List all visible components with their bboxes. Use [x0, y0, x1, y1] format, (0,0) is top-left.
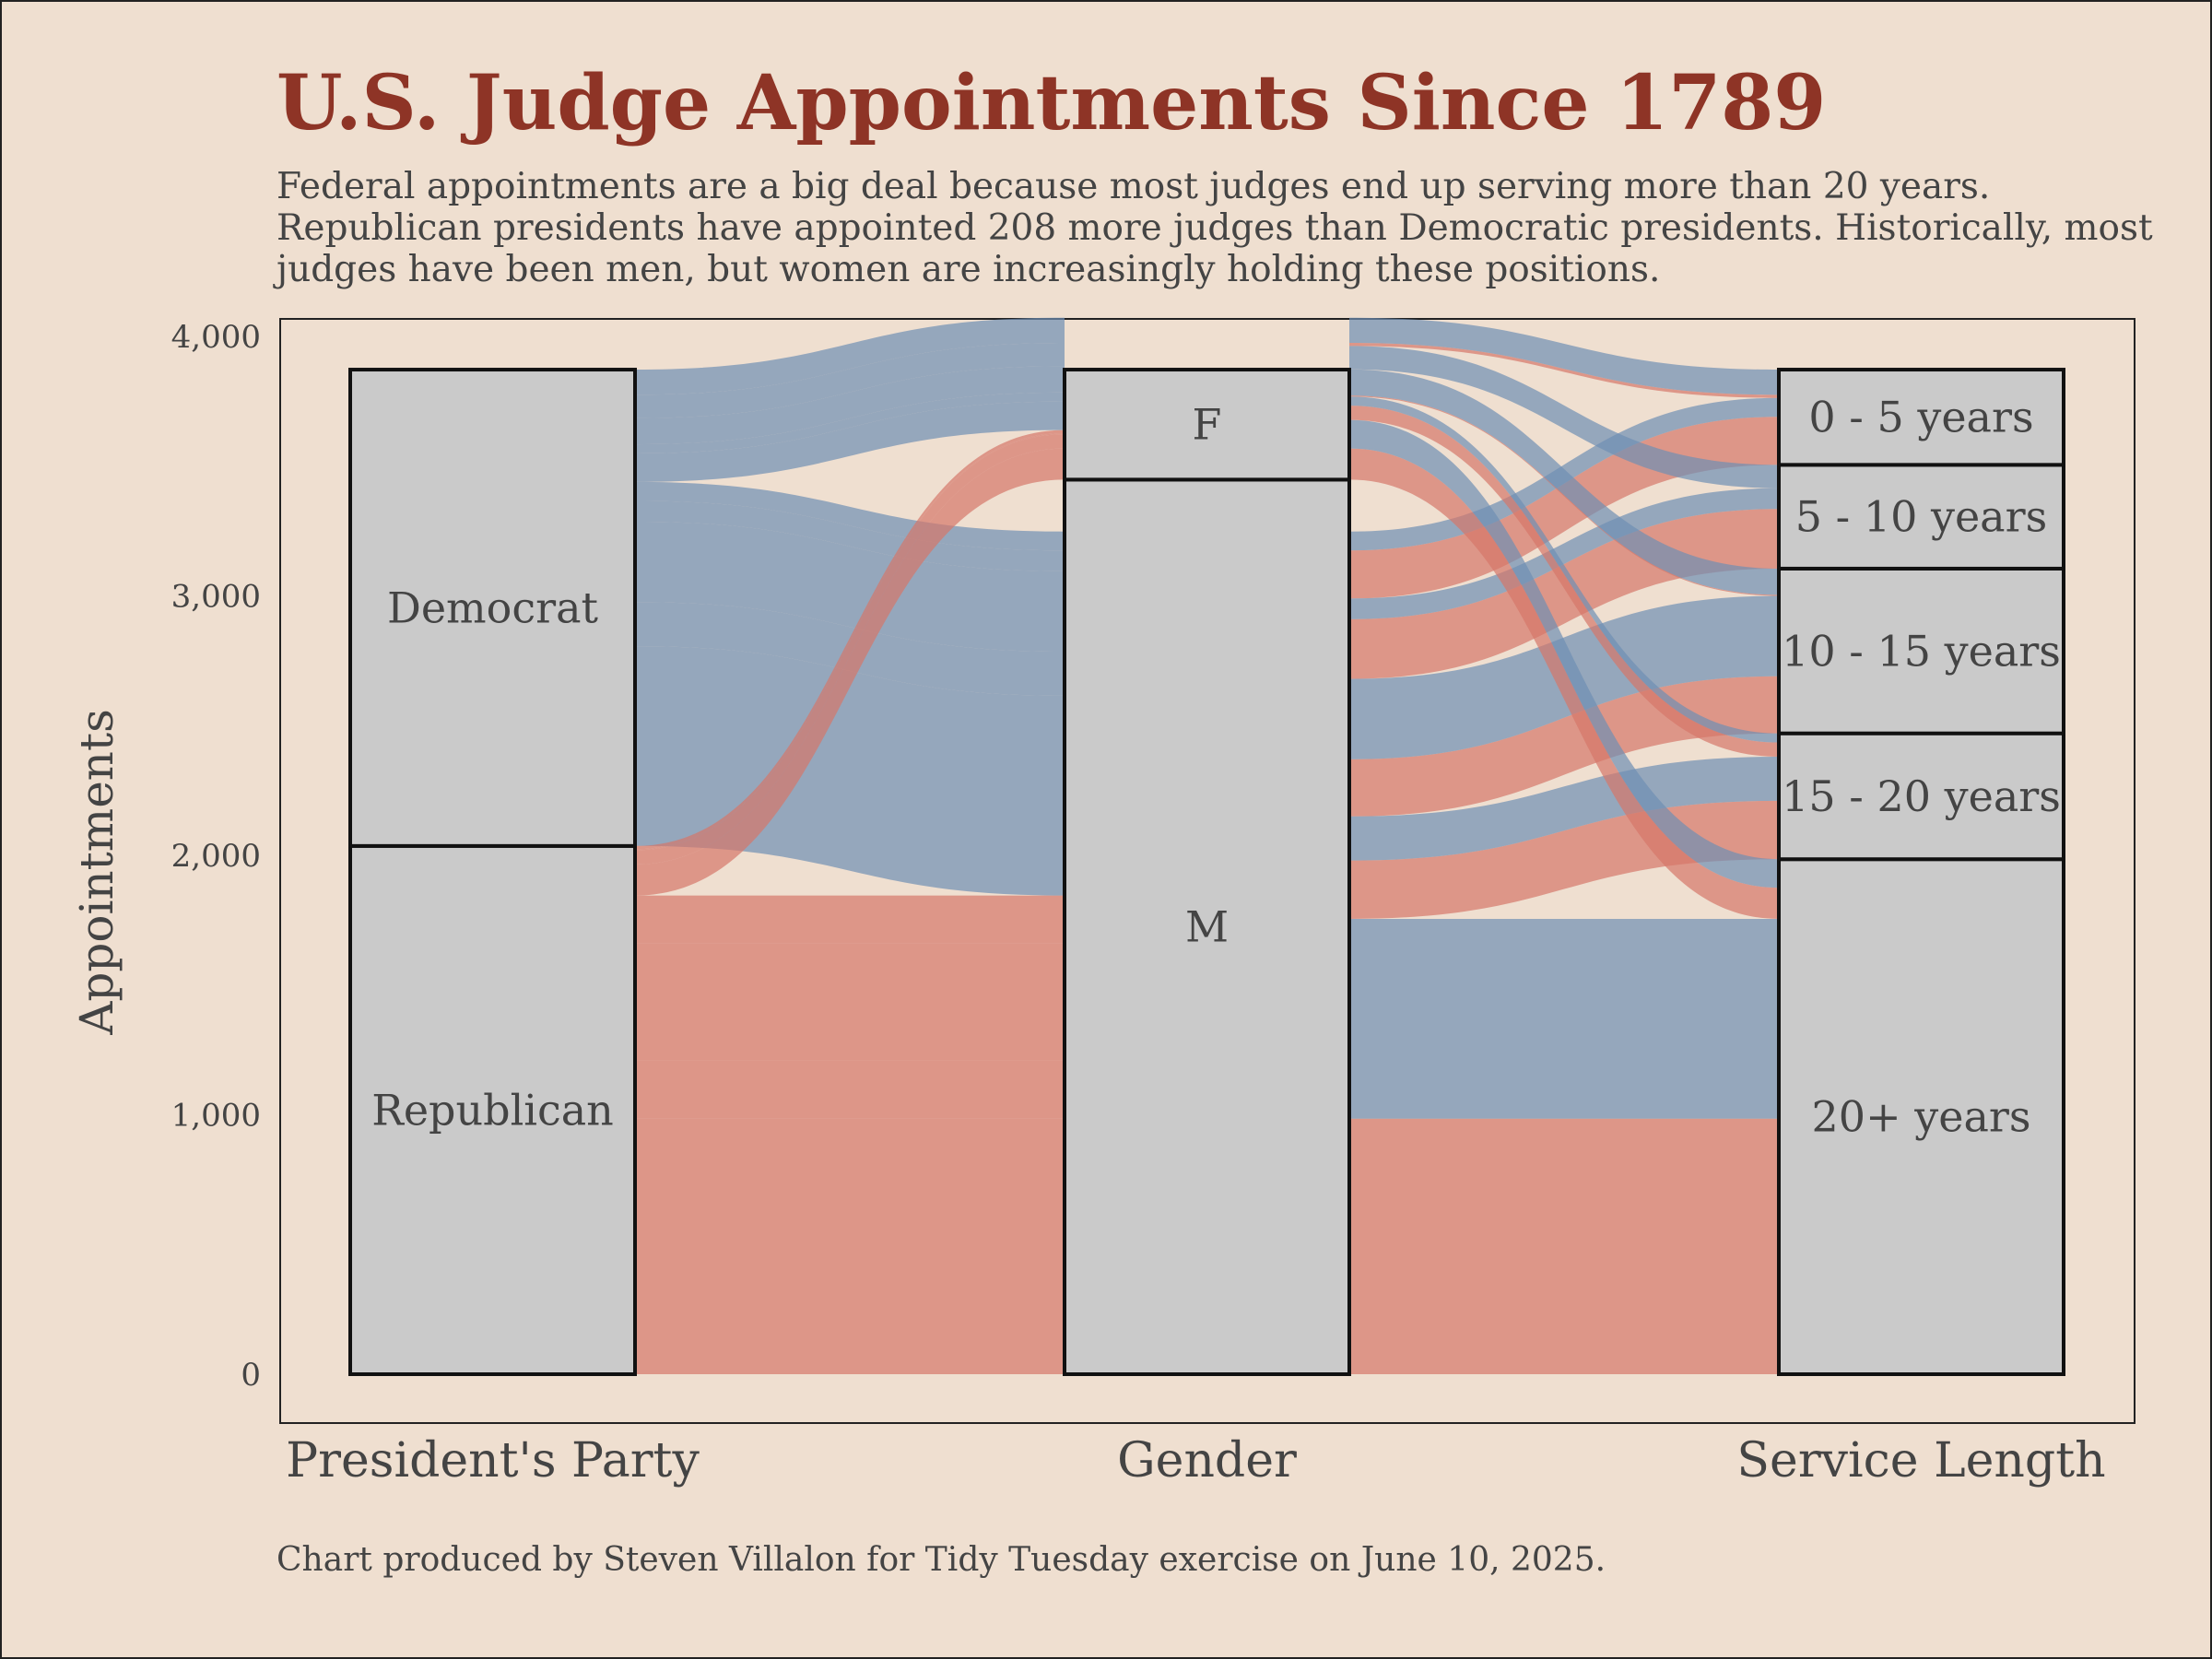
- flow-ribbon: [635, 448, 1065, 896]
- stratum-label: 5 - 10 years: [1795, 492, 2047, 542]
- flow-ribbon: [635, 521, 1065, 653]
- flow-ribbon: [1349, 406, 1779, 758]
- stratum-label: Democrat: [387, 582, 599, 632]
- flow-ribbon: [635, 366, 1065, 445]
- stratum-box: [1777, 566, 2065, 735]
- flow-ribbon: [1349, 1118, 1779, 1374]
- flow-ribbon: [635, 429, 1065, 850]
- stratum-box: [1777, 857, 2065, 1376]
- flow-ribbon: [1349, 419, 1779, 888]
- flow-ribbon: [1349, 369, 1779, 595]
- flow-ribbon: [1349, 346, 1779, 488]
- flow-ribbon: [635, 432, 1065, 851]
- flow-ribbon: [1349, 448, 1779, 919]
- y-tick-label: 0: [241, 1357, 261, 1394]
- stratum-box: [1063, 368, 1351, 482]
- stratum-box: [1777, 731, 2065, 862]
- stratum-label: 20+ years: [1812, 1092, 2031, 1142]
- x-axis-category-label: Gender: [1117, 1433, 1297, 1488]
- x-axis-category-label: President's Party: [286, 1433, 700, 1488]
- flow-ribbon: [1349, 395, 1779, 596]
- flow-ribbon: [635, 943, 1065, 1004]
- y-tick-label: 3,000: [171, 579, 261, 616]
- stratum-box: [1063, 477, 1351, 1376]
- stratum-label: 10 - 15 years: [1782, 626, 2061, 676]
- flow-ribbon: [635, 1003, 1065, 1061]
- plot-panel: [279, 318, 2136, 1424]
- stratum-label: 0 - 5 years: [1808, 393, 2033, 442]
- flow-ribbon: [635, 434, 1065, 865]
- chart-subtitle: Federal appointments are a big deal beca…: [276, 166, 2153, 290]
- flow-ribbon: [1349, 918, 1779, 1119]
- flow-ribbon: [635, 392, 1065, 453]
- y-tick-label: 4,000: [171, 319, 261, 356]
- stratum-label: M: [1185, 902, 1229, 952]
- y-axis-label: Appointments: [70, 709, 124, 1035]
- stratum-label: F: [1193, 400, 1222, 450]
- flow-ribbon: [635, 895, 1065, 944]
- stratum-box: [348, 843, 637, 1376]
- flow-ribbon: [1349, 488, 1779, 619]
- stratum-label: 15 - 20 years: [1782, 771, 2061, 821]
- flow-ribbon: [1349, 317, 1779, 395]
- y-tick-label: 1,000: [171, 1098, 261, 1135]
- flow-ribbon: [1349, 343, 1779, 398]
- flow-ribbon: [1349, 757, 1779, 861]
- flow-ribbon: [635, 1118, 1065, 1374]
- stratum-box: [1777, 368, 2065, 467]
- chart-caption: Chart produced by Steven Villalon for Ti…: [276, 1541, 1606, 1579]
- stratum-label: Republican: [371, 1085, 614, 1135]
- y-tick-label: 2,000: [171, 838, 261, 875]
- flow-ribbon: [635, 1060, 1065, 1119]
- x-axis-category-label: Service Length: [1736, 1433, 2105, 1488]
- flow-ribbon: [635, 317, 1065, 395]
- chart-title: U.S. Judge Appointments Since 1789: [276, 59, 1827, 147]
- flow-ribbon: [635, 343, 1065, 418]
- flow-ribbon: [635, 500, 1065, 571]
- flow-ribbon: [1349, 396, 1779, 743]
- flow-ribbon: [635, 481, 1065, 551]
- flow-ribbon: [635, 401, 1065, 482]
- stratum-box: [348, 368, 637, 848]
